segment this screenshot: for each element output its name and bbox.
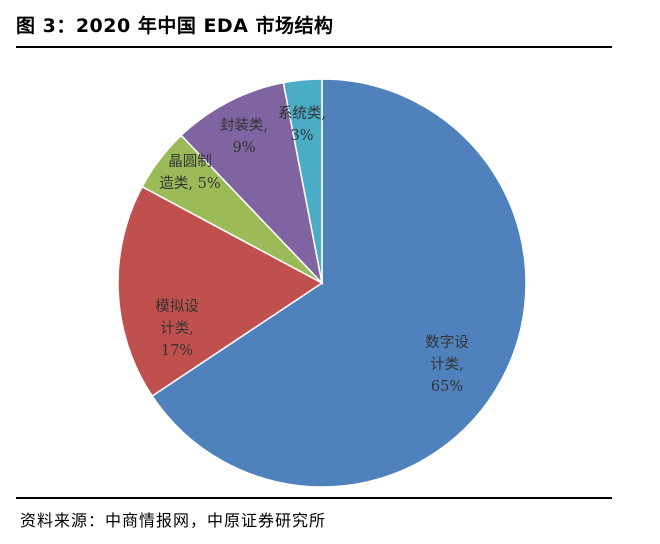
slice-label-line: 3% [290, 128, 313, 144]
slice-label-5: 系统类, 3% [278, 105, 326, 144]
slice-label-line: 封装类, [220, 117, 268, 134]
slice-label-2: 模拟设计类, 17% [155, 298, 199, 359]
pie-slice-4 [180, 81, 324, 286]
top-rule [16, 46, 612, 48]
pie-slice-2 [117, 185, 324, 398]
source-note: 资料来源：中商情报网，中原证券研究所 [20, 511, 327, 530]
slice-label-3: 晶圆制造类, 5% [159, 153, 220, 192]
pie-slice-5 [282, 78, 323, 284]
slice-label-line: 晶圆制 [168, 153, 212, 170]
slice-label-line: 计类, [430, 356, 464, 373]
slice-label-line: 9% [232, 140, 255, 156]
slice-label-line: 模拟设 [155, 298, 199, 315]
bottom-rule [16, 497, 612, 499]
slice-label-line: 数字设 [425, 334, 469, 351]
slice-label-4: 封装类, 9% [220, 117, 268, 156]
slice-label-line: 造类, 5% [159, 175, 220, 192]
slice-label-line: 17% [161, 343, 193, 359]
slice-label-1: 数字设计类, 65% [425, 334, 469, 395]
slice-label-line: 计类, [160, 320, 194, 337]
slice-label-line: 65% [431, 379, 463, 395]
slice-label-line: 系统类, [278, 105, 326, 122]
figure-title: 图 3：2020 年中国 EDA 市场结构 [16, 15, 334, 37]
pie-slice-1 [151, 78, 527, 488]
